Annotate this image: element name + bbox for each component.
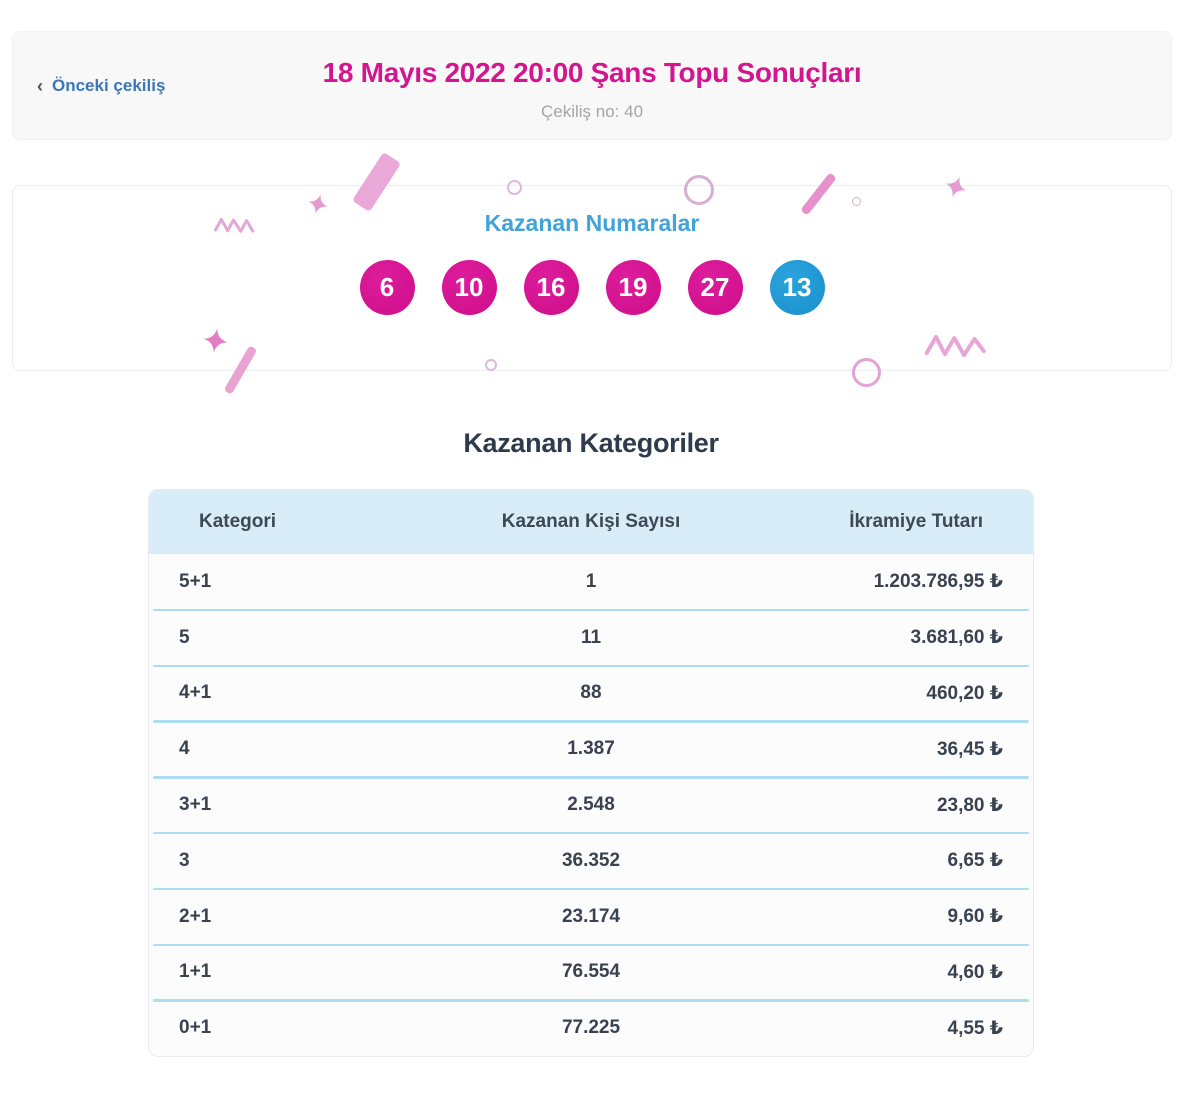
winning-number-ball: 6: [359, 260, 415, 315]
page-title: 18 Mayıs 2022 20:00 Şans Topu Sonuçları: [322, 57, 862, 88]
cell-winner-count: 76.554: [561, 961, 621, 983]
table-row: 4 1.387 36,45 ₺: [149, 720, 1033, 778]
column-header-prize: İkramiye Tutarı: [849, 511, 983, 532]
table-row: 2+1 23.174 9,60 ₺: [149, 887, 1033, 945]
previous-draw-link[interactable]: ‹ Önceki çekiliş: [37, 76, 165, 96]
cell-winner-count: 1: [585, 570, 597, 592]
cell-winner-count: 23.174: [561, 905, 621, 927]
column-header-winners: Kazanan Kişi Sayısı: [501, 511, 681, 532]
cell-category: 5+1: [179, 570, 212, 592]
previous-draw-label: Önceki çekiliş: [52, 76, 166, 95]
cell-category: 2+1: [179, 905, 212, 927]
cell-category: 0+1: [179, 1017, 212, 1039]
draw-number: Çekiliş no: 40: [540, 102, 644, 121]
cell-prize-amount: 4,55 ₺: [947, 1017, 1003, 1039]
cell-prize-amount: 3.681,60 ₺: [910, 627, 1003, 649]
cell-winner-count: 11: [580, 626, 602, 648]
cell-category: 4+1: [179, 682, 212, 704]
cell-prize-amount: 23,80 ₺: [936, 794, 1003, 816]
winning-numbers-card: Kazanan Numaralar 6 10 16 19 27 13: [12, 185, 1172, 371]
categories-table: Kategori Kazanan Kişi Sayısı İkramiye Tu…: [148, 489, 1034, 1058]
winning-number-ball: 27: [687, 260, 743, 315]
cell-winner-count: 77.225: [561, 1017, 621, 1039]
cell-category: 5: [179, 626, 190, 648]
cell-winner-count: 88: [580, 682, 602, 704]
winning-number-ball: 16: [523, 260, 579, 315]
chevron-left-icon: ‹: [37, 76, 43, 96]
winning-numbers-row: 6 10 16 19 27 13: [13, 260, 1171, 315]
cell-category: 1+1: [179, 961, 212, 983]
table-row: 3+1 2.548 23,80 ₺: [149, 776, 1033, 833]
table-row: 5 11 3.681,60 ₺: [149, 608, 1033, 666]
cell-prize-amount: 9,60 ₺: [947, 906, 1003, 928]
winning-number-ball: 10: [441, 260, 497, 315]
cell-prize-amount: 4,60 ₺: [947, 961, 1003, 983]
column-header-category: Kategori: [199, 511, 277, 532]
cell-winner-count: 1.387: [567, 738, 615, 760]
table-row: 4+1 88 460,20 ₺: [149, 664, 1033, 722]
cell-category: 3: [179, 849, 190, 871]
table-row: 1+1 76.554 4,60 ₺: [149, 943, 1033, 1001]
table-row: 0+1 77.225 4,55 ₺: [149, 999, 1033, 1057]
table-body: 5+1 1 1.203.786,95 ₺ 5 11 3.681,60 ₺ 4+1 88 460,…: [149, 554, 1033, 1057]
winning-numbers-title: Kazanan Numaralar: [484, 210, 700, 236]
cell-prize-amount: 36,45 ₺: [936, 738, 1003, 760]
cell-prize-amount: 6,65 ₺: [947, 850, 1003, 872]
cell-category: 3+1: [179, 794, 212, 816]
cell-prize-amount: 460,20 ₺: [926, 682, 1003, 704]
table-row: 3 36.352 6,65 ₺: [149, 831, 1033, 889]
header-card: ‹ Önceki çekiliş 18 Mayıs 2022 20:00 Şan…: [12, 31, 1172, 140]
table-header-row: Kategori Kazanan Kişi Sayısı İkramiye Tu…: [149, 490, 1033, 554]
cell-winner-count: 36.352: [561, 849, 621, 871]
winning-number-ball: 19: [605, 260, 661, 315]
bonus-number-ball: 13: [769, 260, 825, 315]
table-row: 5+1 1 1.203.786,95 ₺: [149, 554, 1033, 610]
cell-category: 4: [179, 738, 190, 760]
cell-prize-amount: 1.203.786,95 ₺: [873, 571, 1003, 593]
categories-title: Kazanan Kategoriler: [463, 428, 719, 458]
cell-winner-count: 2.548: [567, 794, 615, 816]
